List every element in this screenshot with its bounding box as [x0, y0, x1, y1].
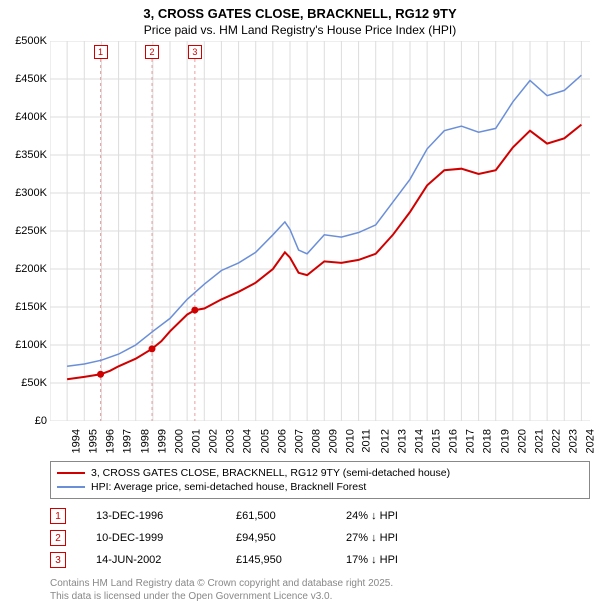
sale-dot — [191, 307, 198, 314]
y-axis-label: £500K — [0, 35, 47, 47]
y-axis-label: £200K — [0, 263, 47, 275]
sale-marker: 2 — [145, 45, 159, 59]
sale-marker-box: 3 — [50, 552, 66, 568]
legend: 3, CROSS GATES CLOSE, BRACKNELL, RG12 9T… — [50, 461, 590, 499]
x-axis-label: 2000 — [173, 429, 185, 453]
x-axis-label: 2004 — [242, 429, 254, 453]
chart-area: £0£50K£100K£150K£200K£250K£300K£350K£400… — [50, 41, 590, 421]
legend-label: 3, CROSS GATES CLOSE, BRACKNELL, RG12 9T… — [91, 467, 450, 479]
y-axis-label: £350K — [0, 149, 47, 161]
x-axis-label: 2012 — [379, 429, 391, 453]
x-axis-label: 1999 — [156, 429, 168, 453]
legend-label: HPI: Average price, semi-detached house,… — [91, 481, 366, 493]
legend-item: 3, CROSS GATES CLOSE, BRACKNELL, RG12 9T… — [57, 466, 583, 480]
x-axis-label: 1995 — [88, 429, 100, 453]
legend-swatch — [57, 472, 85, 474]
x-axis-label: 2007 — [293, 429, 305, 453]
x-axis-label: 2011 — [361, 429, 373, 453]
y-axis-label: £0 — [0, 415, 47, 427]
sale-diff: 27% ↓ HPI — [346, 532, 456, 544]
chart-subtitle: Price paid vs. HM Land Registry's House … — [0, 23, 600, 41]
sale-price: £94,950 — [236, 532, 346, 544]
sale-date: 13-DEC-1996 — [96, 510, 236, 522]
x-axis-label: 2018 — [482, 429, 494, 453]
sale-dot — [149, 345, 156, 352]
x-axis-label: 2005 — [259, 429, 271, 453]
y-axis-label: £250K — [0, 225, 47, 237]
sale-marker-box: 2 — [50, 530, 66, 546]
sale-marker-box: 1 — [50, 508, 66, 524]
sale-price: £61,500 — [236, 510, 346, 522]
y-axis-label: £50K — [0, 377, 47, 389]
footer-line: Contains HM Land Registry data © Crown c… — [50, 577, 590, 590]
x-axis-label: 2001 — [190, 429, 202, 453]
sale-row: 1 13-DEC-1996£61,50024% ↓ HPI — [50, 505, 590, 527]
sale-price: £145,950 — [236, 554, 346, 566]
sale-diff: 17% ↓ HPI — [346, 554, 456, 566]
x-axis-label: 2021 — [533, 429, 545, 453]
x-axis-label: 2006 — [276, 429, 288, 453]
x-axis-label: 2009 — [328, 429, 340, 453]
sale-date: 10-DEC-1999 — [96, 532, 236, 544]
x-axis-label: 2014 — [413, 429, 425, 453]
x-axis-label: 2019 — [499, 429, 511, 453]
x-axis-label: 2008 — [310, 429, 322, 453]
x-axis-label: 2020 — [516, 429, 528, 453]
sale-marker: 3 — [188, 45, 202, 59]
x-axis-label: 1997 — [122, 429, 134, 453]
x-axis-label: 2023 — [568, 429, 580, 453]
x-axis-label: 1998 — [139, 429, 151, 453]
sale-row: 2 10-DEC-1999£94,95027% ↓ HPI — [50, 527, 590, 549]
y-axis-label: £400K — [0, 111, 47, 123]
x-axis-label: 2016 — [448, 429, 460, 453]
sale-marker: 1 — [94, 45, 108, 59]
sale-dot — [97, 371, 104, 378]
sale-row: 3 14-JUN-2002£145,95017% ↓ HPI — [50, 549, 590, 571]
sale-date: 14-JUN-2002 — [96, 554, 236, 566]
x-axis-label: 2013 — [396, 429, 408, 453]
x-axis-label: 2015 — [430, 429, 442, 453]
legend-swatch — [57, 486, 85, 488]
legend-item: HPI: Average price, semi-detached house,… — [57, 480, 583, 494]
x-axis-label: 1996 — [105, 429, 117, 453]
y-axis-label: £100K — [0, 339, 47, 351]
footer-attribution: Contains HM Land Registry data © Crown c… — [50, 577, 590, 603]
x-axis-label: 2017 — [465, 429, 477, 453]
x-axis-label: 2003 — [225, 429, 237, 453]
x-axis-label: 2022 — [550, 429, 562, 453]
chart-title: 3, CROSS GATES CLOSE, BRACKNELL, RG12 9T… — [0, 0, 600, 23]
y-axis-label: £450K — [0, 73, 47, 85]
sale-diff: 24% ↓ HPI — [346, 510, 456, 522]
x-axis-label: 2024 — [585, 429, 597, 453]
line-chart — [50, 41, 590, 421]
x-axis-label: 2010 — [345, 429, 357, 453]
x-axis-label: 2002 — [208, 429, 220, 453]
y-axis-label: £300K — [0, 187, 47, 199]
footer-line: This data is licensed under the Open Gov… — [50, 590, 590, 603]
y-axis-label: £150K — [0, 301, 47, 313]
x-axis-label: 1994 — [70, 429, 82, 453]
sales-table: 1 13-DEC-1996£61,50024% ↓ HPI 2 10-DEC-1999… — [50, 505, 590, 571]
